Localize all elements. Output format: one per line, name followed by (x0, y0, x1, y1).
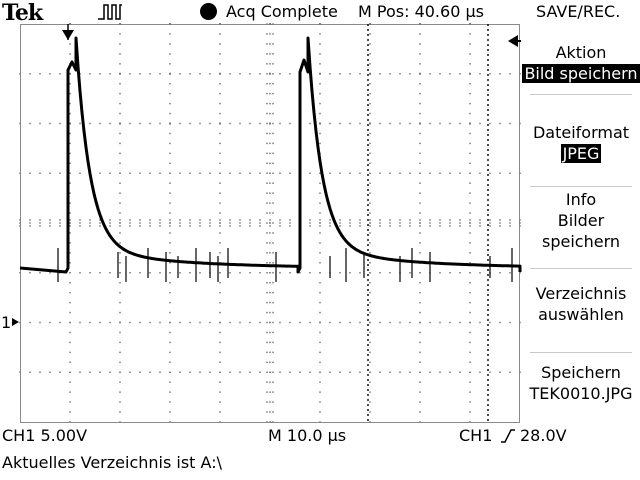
readout-bar: CH1 5.00V M 10.0 μs CH1 28.0V (0, 426, 640, 448)
menu-item-speichern[interactable]: Speichern TEK0010.JPG (522, 362, 640, 404)
pulse-icon (98, 4, 122, 20)
ch1-ground-marker: 1 (1, 313, 11, 332)
brand-logo: Tek (2, 0, 43, 26)
rising-edge-icon (501, 429, 515, 443)
menu-label-aktion: Aktion (555, 43, 607, 62)
menu-value-dateiformat: JPEG (560, 144, 602, 163)
ch1-ground-marker-icon (12, 318, 19, 326)
ch1-scale-readout: CH1 5.00V (2, 426, 88, 445)
left-arrow-icon (508, 35, 518, 47)
grid-dots (19, 23, 521, 423)
menu-value-aktion: Bild speichern (522, 64, 640, 83)
menu-item-info-bilder-speichern[interactable]: Info Bilder speichern (522, 189, 640, 252)
horizontal-position: M Pos: 40.60 μs (358, 2, 484, 21)
status-bar: Tek Acq Complete M Pos: 40.60 μs SAVE/RE… (0, 0, 640, 26)
menu-item-dateiformat[interactable]: Dateiformat JPEG (522, 122, 640, 164)
menu-item-verzeichnis-auswaehlen[interactable]: Verzeichnis auswählen (522, 283, 640, 325)
menu-line: auswählen (538, 305, 624, 324)
side-menu: Aktion Bild speichern Dateiformat JPEG I… (522, 24, 640, 422)
timebase-readout: M 10.0 μs (268, 426, 347, 445)
waveform-display: 1 (1, 23, 522, 423)
menu-line: Info (565, 190, 597, 209)
ch1-waveform-trace (19, 36, 522, 274)
filled-circle-icon (200, 3, 217, 20)
menu-line: Bilder (557, 211, 605, 230)
cursor-lines (367, 24, 489, 422)
trigger-source: CH1 (459, 426, 493, 445)
menu-line: TEK0010.JPG (529, 384, 633, 403)
menu-title: SAVE/REC. (536, 2, 621, 21)
menu-line: speichern (542, 232, 620, 251)
menu-item-aktion[interactable]: Aktion Bild speichern (522, 42, 640, 84)
menu-line: Speichern (541, 363, 621, 382)
menu-line: Verzeichnis (535, 284, 627, 303)
acquisition-status: Acq Complete (226, 2, 338, 21)
trace-noise (57, 248, 513, 282)
menu-label-dateiformat: Dateiformat (532, 123, 630, 142)
status-message: Aktuelles Verzeichnis ist A:\ (2, 453, 222, 472)
trigger-level-readout: 28.0V (520, 426, 567, 445)
